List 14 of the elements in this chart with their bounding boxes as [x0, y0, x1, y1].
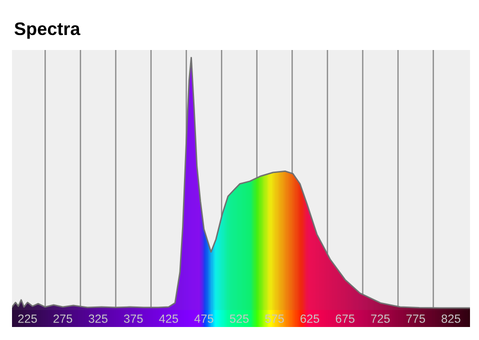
x-tick-label: 525 [230, 314, 249, 323]
x-tick-label: 775 [406, 314, 426, 323]
x-tick-label: 575 [265, 314, 284, 323]
x-tick-label: 675 [336, 314, 354, 323]
x-tick-label: 325 [88, 314, 108, 323]
x-tick-label: 225 [18, 314, 37, 323]
x-tick-label: 825 [442, 314, 460, 323]
x-tick-label: 725 [371, 314, 390, 323]
x-tick-label: 625 [300, 314, 320, 323]
chart-title: Spectra [14, 22, 80, 39]
x-tick-label: 375 [124, 314, 143, 323]
x-tick-label: 275 [54, 314, 72, 323]
x-tick-label: 425 [159, 314, 178, 323]
x-tick-label: 475 [194, 314, 214, 323]
